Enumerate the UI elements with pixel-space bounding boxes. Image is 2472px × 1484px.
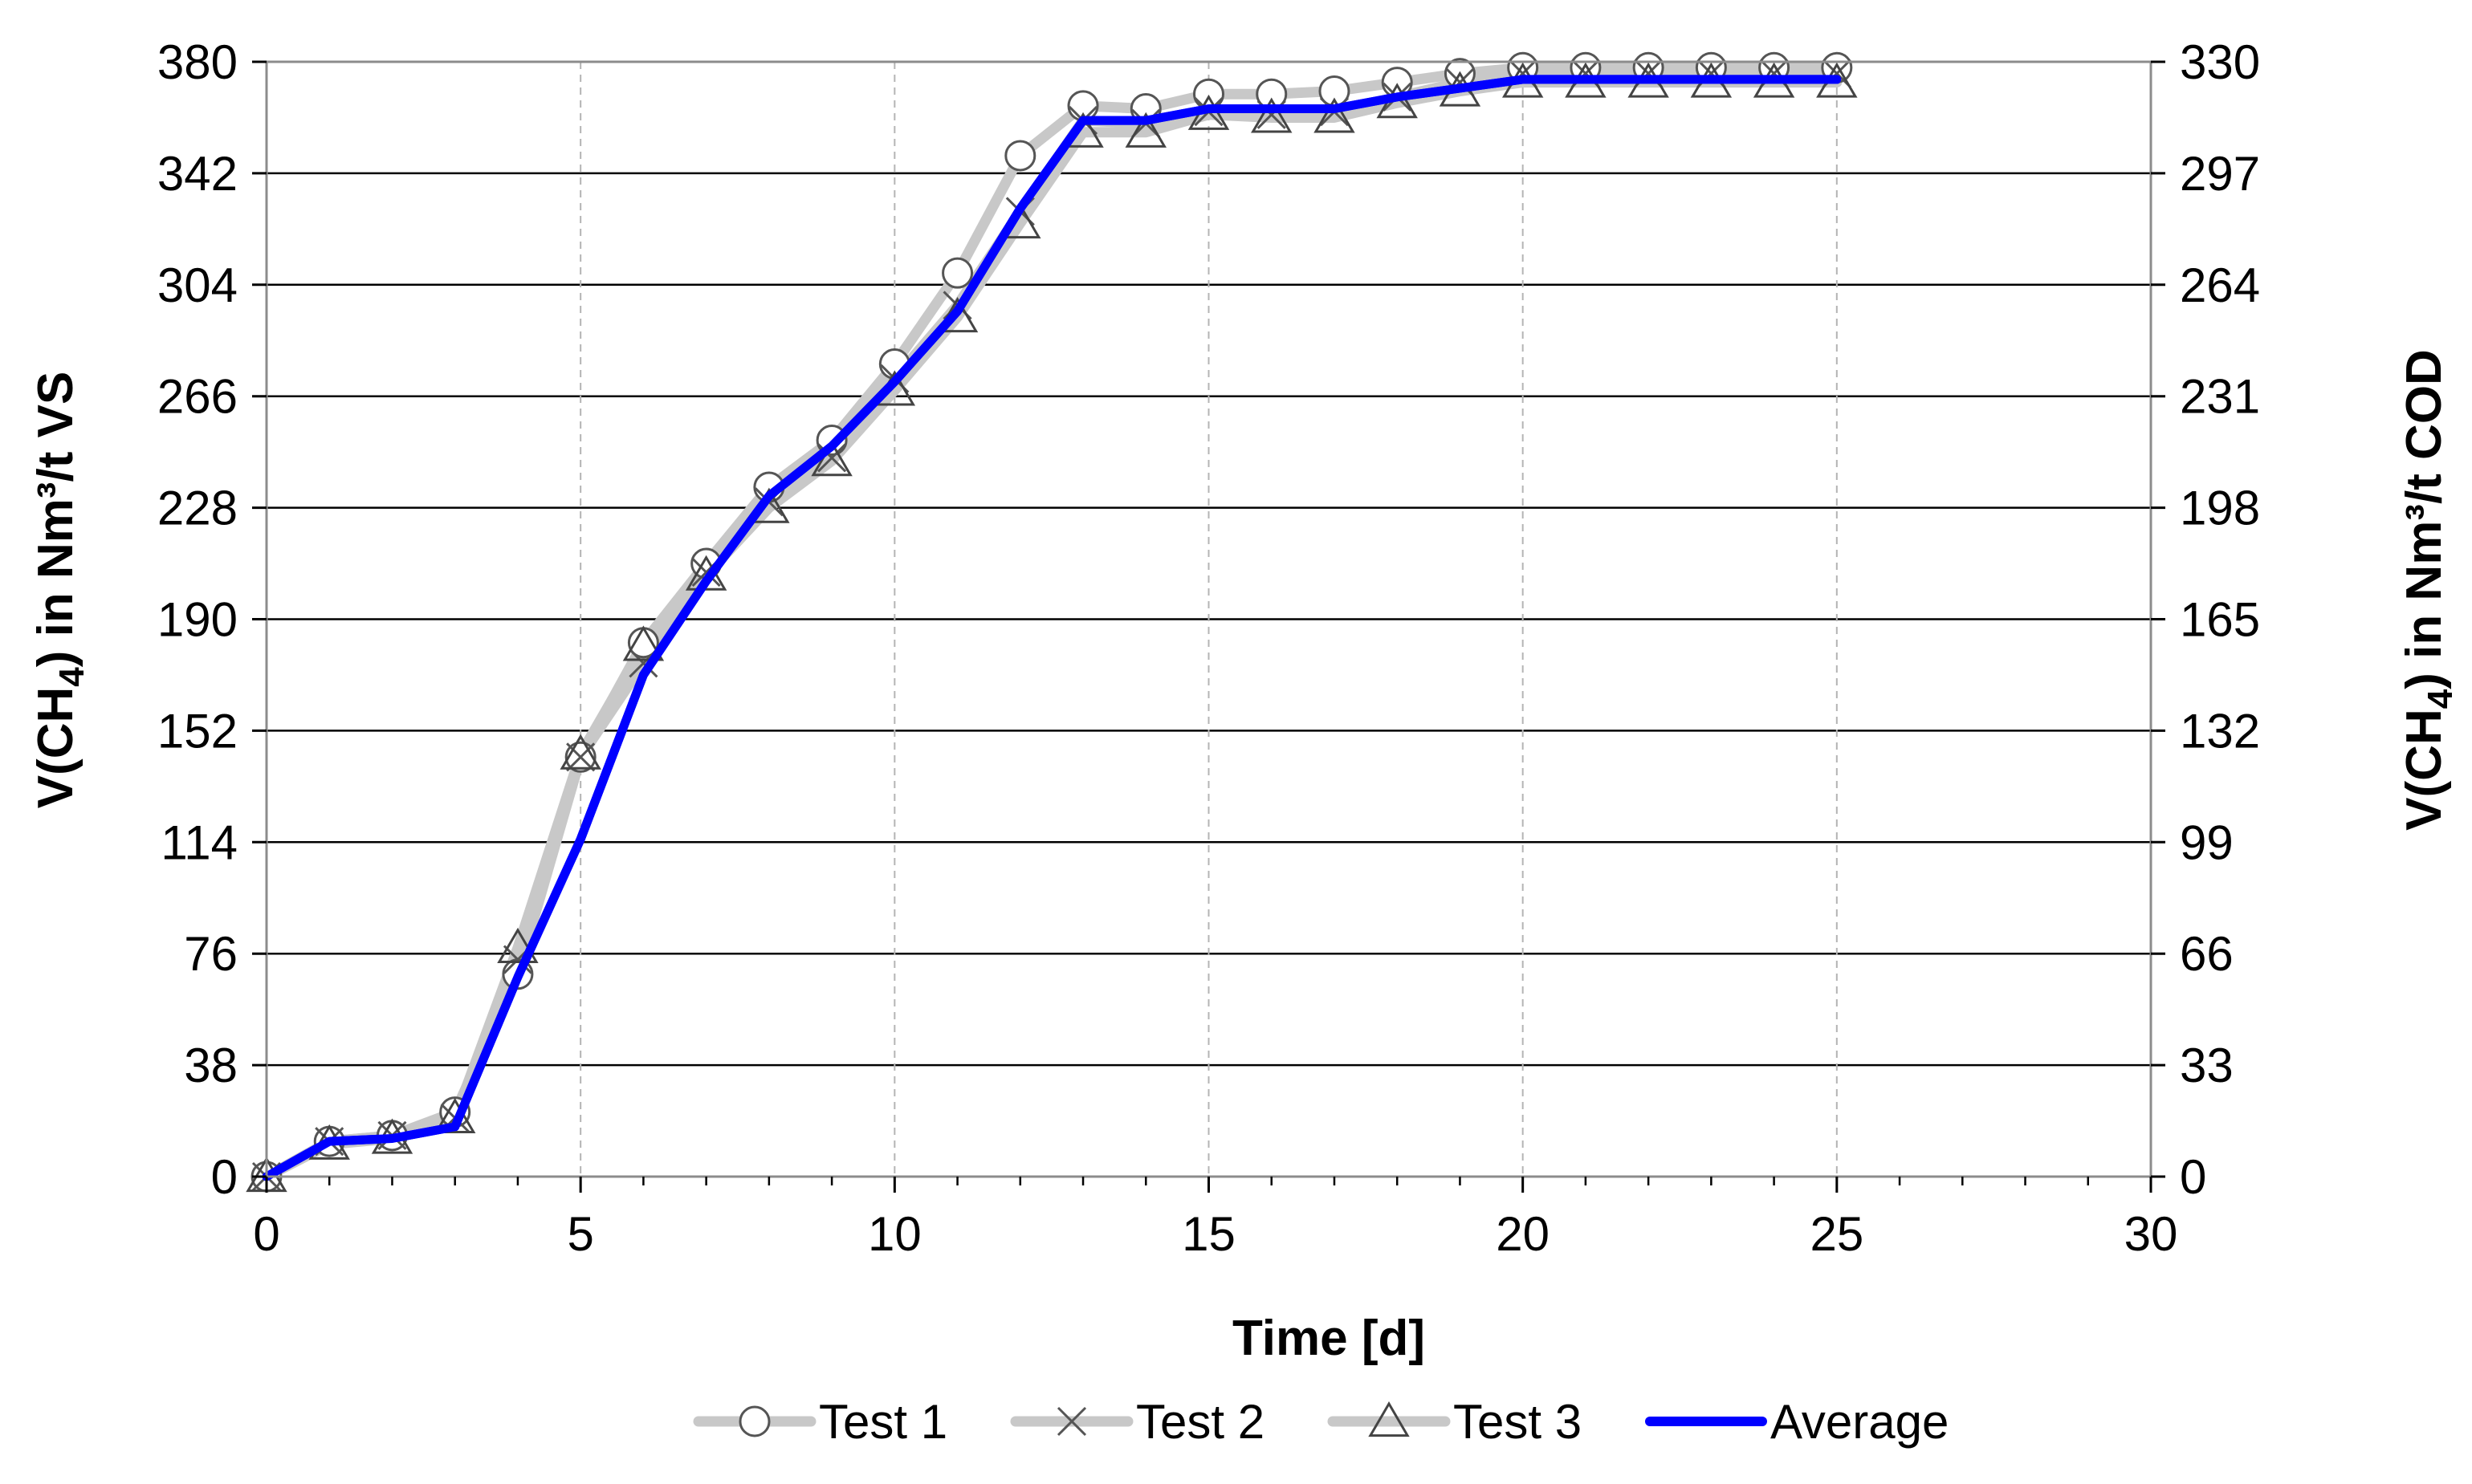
y-tick-label-5: 190 (157, 593, 238, 647)
y2-tick-label-6: 198 (2180, 482, 2260, 535)
x-tick-label-4: 20 (1496, 1207, 1550, 1261)
point-test-2-5 (566, 742, 596, 772)
x-tick-label-1: 5 (567, 1207, 593, 1261)
legend-item-test-2: Test 2 (1010, 1395, 1265, 1449)
series-line-top-average (262, 75, 1842, 1181)
y2-tick-label-9: 297 (2180, 147, 2260, 201)
legend-marker-test-2 (1057, 1406, 1087, 1437)
point-test-3-16 (1251, 97, 1293, 133)
point-test-3-4 (497, 927, 539, 963)
y-tick-label-2: 76 (184, 927, 238, 981)
legend-label-average: Average (1770, 1395, 1949, 1449)
y2-axis-title-prefix: V(CH (2397, 709, 2452, 831)
legend-label-test-2: Test 2 (1136, 1395, 1265, 1449)
y2-tick-label-10: 330 (2180, 35, 2260, 89)
x-tick-label-6: 30 (2124, 1207, 2178, 1261)
y2-tick-label-8: 264 (2180, 258, 2260, 312)
y-tick-label-9: 342 (157, 147, 238, 201)
point-test-2-9-stroke-b (817, 443, 847, 473)
x-tick-label-5: 25 (1810, 1207, 1863, 1261)
legend-item-test-1: Test 1 (693, 1395, 947, 1449)
y-axis-title-suffix: ) in Nm³/t VS (28, 372, 83, 668)
y-tick-label-4: 152 (157, 704, 238, 758)
y-tick-label-7: 266 (157, 370, 238, 424)
y-axis-title: V(CH4) in Nm³/t VS (28, 372, 92, 809)
point-test-3-17 (1313, 97, 1355, 133)
tick-label-layer: 0 5 10 15 20 25 300387611415219022826630434238… (157, 35, 2260, 1261)
grid-layer (267, 62, 2151, 1177)
y-tick-label-6: 228 (157, 482, 238, 535)
y-tick-label-0: 0 (211, 1150, 238, 1204)
x-tick-label-0: 0 (253, 1207, 279, 1261)
y2-tick-label-3: 99 (2180, 815, 2234, 869)
y2-axis-title-subscript: 4 (2421, 689, 2460, 709)
point-test-3-5 (560, 734, 601, 770)
point-test-3-14 (1125, 112, 1167, 148)
y-tick-label-3: 114 (161, 815, 238, 869)
x-tick-label-3: 15 (1182, 1207, 1236, 1261)
y2-axis-title: V(CH4) in Nm³/t COD (2397, 349, 2460, 831)
x-tick-label-2: 10 (868, 1207, 922, 1261)
legend-marker-test-3 (1368, 1401, 1410, 1437)
legend-label-test-1: Test 1 (819, 1395, 947, 1449)
x-axis-title: Time [d] (1232, 1311, 1425, 1366)
y-tick-label-10: 380 (157, 35, 238, 89)
y2-axis-title-suffix: ) in Nm³/t COD (2397, 349, 2452, 689)
legend: Test 1 Test 2 Test 3 Average (693, 1395, 1949, 1449)
y2-tick-label-4: 132 (2180, 704, 2260, 758)
y2-tick-label-7: 231 (2180, 370, 2260, 424)
legend-item-test-3: Test 3 (1327, 1395, 1582, 1449)
y-axis-title-subscript: 4 (52, 667, 92, 687)
y-tick-label-8: 304 (157, 258, 238, 312)
point-test-1-11 (942, 257, 974, 289)
y2-tick-label-0: 0 (2180, 1150, 2206, 1204)
plot-frame-layer (252, 60, 2165, 1193)
point-test-1-12 (1004, 140, 1036, 172)
point-test-3-6 (622, 625, 665, 661)
legend-item-average: Average (1645, 1395, 1949, 1449)
point-test-1-15 (1193, 78, 1224, 110)
y-tick-label-1: 38 (184, 1039, 238, 1092)
legend-marker-test-1 (739, 1405, 771, 1437)
y2-tick-label-5: 165 (2180, 593, 2260, 647)
legend-marker-test-2-stroke-b (1057, 1406, 1087, 1437)
y2-tick-label-1: 33 (2180, 1039, 2234, 1092)
series-layer (246, 51, 1858, 1193)
y-axis-title-prefix: V(CH (28, 687, 83, 809)
legend-label-test-3: Test 3 (1453, 1395, 1582, 1449)
point-test-3-3 (434, 1097, 476, 1133)
point-test-2-5-stroke-b (566, 742, 596, 772)
y2-tick-label-2: 66 (2180, 927, 2234, 981)
